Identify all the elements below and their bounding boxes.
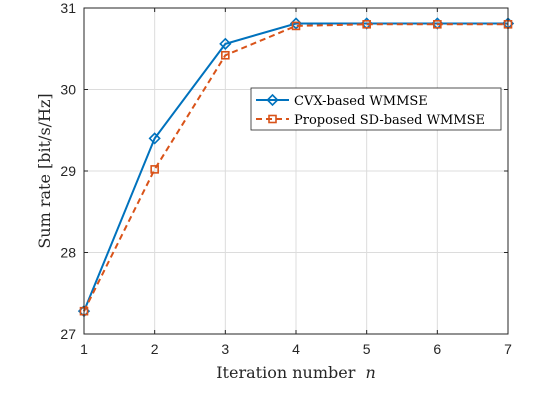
x-tick-label-3: 4 (292, 341, 300, 357)
series-line-1 (83, 23, 508, 312)
series-1-point-1 (150, 165, 159, 174)
x-tick-label-6: 7 (504, 341, 512, 357)
y-tick-label-4: 31 (60, 0, 76, 16)
y-tick-label-1: 28 (60, 245, 76, 261)
x-tick-label-5: 6 (433, 341, 441, 357)
series-0-point-1 (148, 132, 161, 145)
y-tick-label-0: 27 (60, 326, 76, 342)
series-1-point-2 (221, 50, 230, 60)
legend: CVX-based WMMSE Proposed SD-based WMMSE (250, 87, 502, 131)
series-1-point-4 (362, 19, 371, 29)
series-1-point-3 (291, 21, 301, 31)
legend-label-1: Proposed SD-based WMMSE (294, 113, 485, 128)
y-tick-label-2: 29 (60, 163, 76, 179)
legend-box (250, 87, 502, 131)
legend-label-0: CVX-based WMMSE (294, 94, 428, 109)
axis-ticks: 1 2 3 4 5 6 7 27 28 29 30 31 (60, 0, 512, 357)
series-1-point-5 (433, 19, 442, 29)
x-axis-label-text: Iteration number (216, 363, 355, 382)
x-axis-label: Iteration number n (216, 363, 376, 382)
y-tick-label-3: 30 (60, 82, 76, 98)
x-tick-label-0: 1 (80, 341, 88, 357)
x-tick-label-2: 3 (221, 341, 229, 357)
x-axis-label-variable: n (365, 363, 375, 382)
y-axis-label: Sum rate [bit/s/Hz] (35, 93, 54, 248)
x-tick-label-1: 2 (151, 341, 159, 357)
series-0-point-2 (219, 37, 232, 50)
grid-lines (83, 7, 509, 335)
x-tick-label-4: 5 (363, 341, 371, 357)
legend-marker-1 (268, 114, 277, 124)
legend-marker-0 (266, 93, 279, 107)
